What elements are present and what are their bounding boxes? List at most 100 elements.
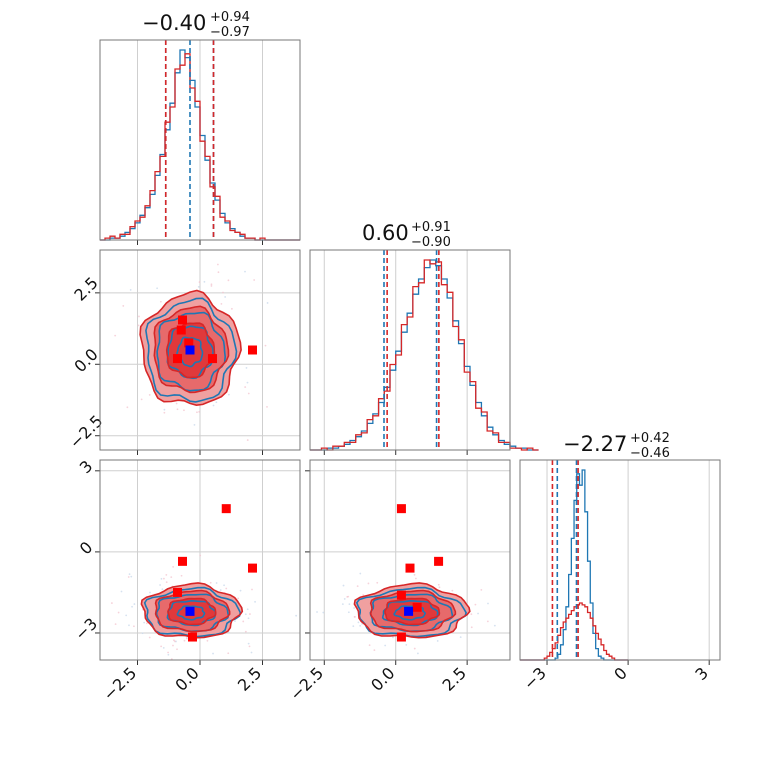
scatter-sample [185, 637, 188, 640]
scatter-sample [234, 620, 236, 622]
scatter-sample [367, 582, 370, 585]
scatter-sample [230, 307, 233, 310]
scatter-sample [361, 622, 363, 625]
red-contour-line [139, 289, 242, 407]
blue-contour-line [381, 599, 439, 627]
panel-background [520, 460, 720, 660]
red-contour-line [384, 597, 441, 626]
tick-label-x: 3 [691, 663, 712, 684]
scatter-sample [353, 607, 356, 609]
scatter-sample [222, 291, 224, 294]
marginal-title-2: −2.27 +0.42 −0.46 [563, 431, 670, 461]
panels-layer: −3 0 3−2.50.02.5−2.5 0.0 2.5−303−2.5 0.0 2.5 [66, 39, 721, 704]
scatter-sample [173, 639, 175, 642]
scatter-sample [141, 632, 144, 635]
marginal-panel-0 [99, 39, 301, 245]
tick-label-x: −3 [520, 663, 550, 693]
scatter-sample [210, 283, 213, 286]
tick-label-x: 0.0 [367, 663, 398, 694]
blue-contour-line [145, 297, 238, 403]
scatter-sample [220, 303, 223, 305]
scatter-sample [210, 285, 213, 287]
scatter-sample [122, 305, 125, 307]
red-truth-marker [405, 563, 415, 573]
tick-label-y: 3 [76, 457, 97, 478]
scatter-sample [295, 614, 298, 617]
scatter-sample [183, 639, 186, 642]
red-truth-marker [178, 556, 187, 566]
blue-contour-line [166, 325, 214, 380]
blue-contour-line [156, 311, 227, 392]
scatter-sample [128, 573, 131, 576]
title-minus-0: −0.97 [210, 25, 250, 40]
scatter-sample [356, 585, 359, 588]
scatter-sample [133, 603, 136, 605]
scatter-sample [244, 386, 247, 388]
scatter-sample [114, 623, 117, 626]
red-contour-line [153, 305, 230, 394]
scatter-sample [216, 263, 219, 266]
scatter-sample [160, 577, 163, 580]
red-truth-marker [176, 325, 186, 335]
scatter-sample [198, 410, 201, 413]
red-contour-line [154, 589, 231, 633]
scatter-sample [176, 408, 179, 411]
scatter-sample [161, 588, 164, 591]
scatter-sample [137, 324, 140, 327]
scatter-sample [114, 334, 117, 337]
red-truth-marker [396, 504, 406, 514]
scatter-sample [159, 584, 161, 586]
scatter-sample [117, 611, 120, 614]
scatter-sample [180, 574, 183, 577]
scatter-sample [254, 600, 256, 603]
titles-layer: −0.40 +0.94 −0.97 0.60 +0.91 −0.90 −2.27… [142, 10, 670, 461]
scatter-sample [225, 587, 228, 590]
scatter-sample [223, 584, 225, 587]
scatter-sample [264, 344, 267, 347]
scatter-sample [130, 575, 133, 578]
scatter-sample [480, 588, 483, 591]
scatter-sample [251, 588, 253, 591]
scatter-sample [415, 577, 417, 580]
panel-frame [99, 459, 301, 661]
scatter-sample [474, 603, 477, 606]
scatter-sample [128, 624, 130, 627]
red-truth-marker [173, 587, 182, 597]
tick-label-x: −2.5 [99, 663, 140, 704]
scatter-sample [227, 393, 230, 396]
scatter-sample [244, 613, 247, 616]
scatter-sample [343, 598, 346, 600]
scatter-sample [245, 367, 248, 369]
red-truth-marker [208, 354, 217, 364]
scatter-sample [413, 573, 416, 576]
panel-content [110, 504, 298, 660]
scatter-sample [266, 302, 269, 304]
red-contour-line [353, 582, 471, 639]
scatter-sample [126, 406, 129, 409]
scatter-sample [239, 589, 242, 592]
title-main-2: −2.27 [563, 432, 627, 456]
scatter-sample [148, 636, 151, 639]
scatter-sample [470, 626, 473, 629]
red-truth-marker [396, 632, 406, 642]
scatter-sample [409, 666, 411, 668]
scatter-sample [199, 554, 202, 557]
scatter-sample [436, 640, 439, 642]
scatter-sample [227, 631, 230, 634]
scatter-sample [215, 401, 218, 404]
histogram-red [100, 53, 300, 241]
scatter-sample [120, 590, 123, 593]
red-truth-marker [412, 602, 422, 612]
scatter-sample [110, 602, 113, 604]
title-plus-0: +0.94 [210, 10, 250, 25]
scatter-sample [140, 398, 143, 401]
scatter-sample [341, 603, 344, 606]
tick-label-x: 0 [610, 663, 631, 684]
marginal-panel-1 [309, 249, 539, 455]
scatter-sample [247, 617, 250, 620]
red-truth-marker [248, 563, 257, 573]
tick-label-y: 0 [76, 538, 97, 559]
scatter-sample [219, 589, 222, 591]
scatter-sample [131, 605, 133, 608]
scatter-sample [244, 270, 246, 273]
